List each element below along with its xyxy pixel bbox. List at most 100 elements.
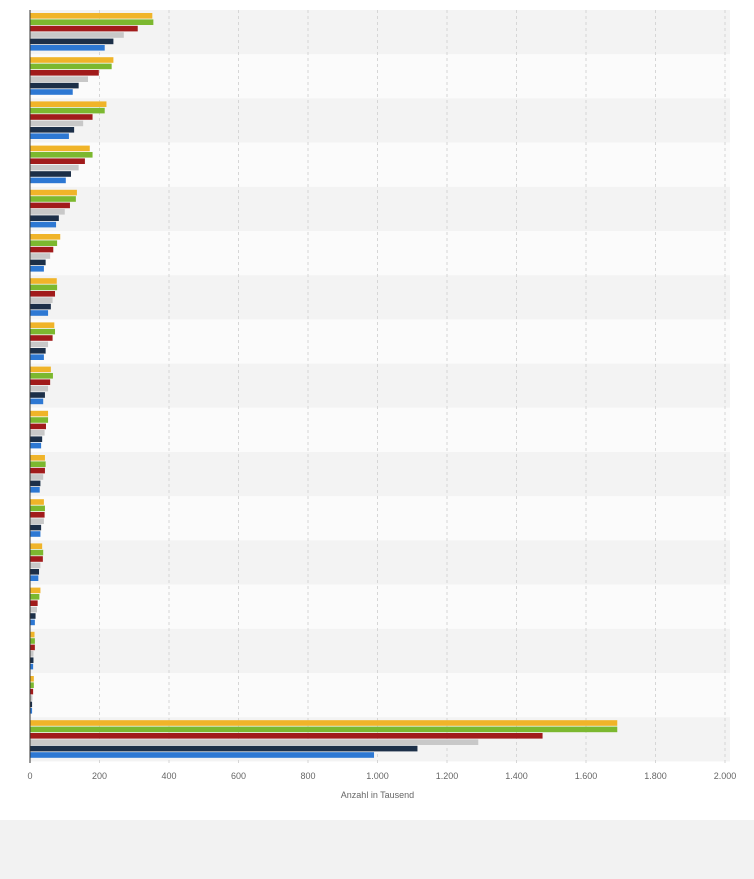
- bar: [30, 57, 114, 63]
- bar: [30, 682, 34, 688]
- x-tick-label: 1.200: [436, 771, 459, 781]
- bar: [30, 215, 59, 221]
- bar: [30, 657, 34, 663]
- bar: [30, 25, 138, 32]
- bar: [30, 543, 43, 549]
- bar: [30, 587, 41, 594]
- bar: [30, 549, 44, 556]
- x-tick-label: 1.800: [644, 771, 667, 781]
- category-band: [30, 54, 730, 99]
- bar: [30, 499, 44, 505]
- bar: [30, 644, 35, 651]
- bar: [30, 310, 49, 316]
- category-band: [30, 231, 730, 276]
- bar: [30, 32, 124, 38]
- bar: [30, 720, 618, 726]
- bar: [30, 569, 40, 575]
- bar: [30, 455, 45, 461]
- bar: [30, 89, 73, 95]
- bar: [30, 631, 35, 638]
- bar: [30, 487, 40, 493]
- bar: [30, 651, 34, 657]
- bar: [30, 518, 44, 524]
- category-band: [30, 363, 730, 408]
- bar: [30, 120, 84, 127]
- category-band: [30, 186, 730, 231]
- bar: [30, 442, 42, 449]
- bar: [30, 430, 45, 436]
- bar: [30, 606, 37, 613]
- bar: [30, 76, 89, 82]
- bar: [30, 158, 85, 164]
- bar: [30, 164, 79, 171]
- bar: [30, 177, 66, 184]
- bar: [30, 726, 618, 733]
- bar: [30, 246, 54, 253]
- bar: [30, 45, 105, 51]
- bar: [30, 366, 51, 373]
- x-tick-label: 2.000: [714, 771, 737, 781]
- bar: [30, 348, 46, 354]
- x-tick-label: 400: [161, 771, 176, 781]
- bar: [30, 467, 45, 474]
- bar: [30, 619, 35, 626]
- bar: [30, 562, 41, 569]
- x-tick-label: 800: [300, 771, 315, 781]
- bar: [30, 234, 61, 240]
- bar: [30, 38, 114, 45]
- x-tick-label: 600: [231, 771, 246, 781]
- bar: [30, 259, 46, 266]
- bar: [30, 417, 49, 423]
- bar: [30, 328, 56, 335]
- category-band: [30, 540, 730, 585]
- bar: [30, 19, 154, 25]
- x-tick-label: 200: [92, 771, 107, 781]
- bar: [30, 556, 43, 562]
- bar: [30, 701, 33, 708]
- bar: [30, 575, 39, 581]
- bar: [30, 688, 34, 695]
- bar: [30, 189, 77, 196]
- bar: [30, 171, 72, 177]
- bar: [30, 145, 90, 152]
- bar: [30, 202, 70, 209]
- bar: [30, 133, 69, 139]
- bar: [30, 341, 49, 348]
- bar: [30, 638, 35, 644]
- bar: [30, 303, 51, 310]
- bar: [30, 733, 543, 739]
- category-band: [30, 452, 730, 497]
- bar: [30, 379, 51, 385]
- bar: [30, 524, 42, 531]
- x-tick-label: 1.600: [575, 771, 598, 781]
- bar: [30, 209, 65, 215]
- bar: [30, 505, 45, 512]
- category-band: [30, 319, 730, 364]
- bar: [30, 266, 44, 272]
- bar: [30, 676, 34, 682]
- bar: [30, 278, 57, 284]
- category-band: [30, 496, 730, 541]
- x-axis-title: Anzahl in Tausend: [341, 790, 414, 800]
- bar-chart: 0 200 400 600 800 1.000 1.200 1.400 1.600 1.800 2.…: [27, 10, 737, 800]
- bar: [30, 613, 36, 619]
- bar: [30, 423, 46, 430]
- bar: [30, 297, 53, 303]
- category-band: [30, 628, 730, 673]
- bar: [30, 436, 43, 442]
- bar: [30, 82, 79, 89]
- x-tick-label: 0: [27, 771, 32, 781]
- bar: [30, 114, 93, 120]
- bar: [30, 695, 33, 701]
- bar: [30, 107, 105, 114]
- bar: [30, 335, 53, 341]
- bar: [30, 354, 44, 360]
- bar: [30, 708, 33, 714]
- bar: [30, 221, 57, 228]
- bar: [30, 70, 99, 76]
- bar: [30, 474, 44, 480]
- bar: [30, 101, 107, 107]
- x-tick-label: 1.000: [366, 771, 389, 781]
- x-tick-label: 1.400: [505, 771, 528, 781]
- bar: [30, 739, 479, 745]
